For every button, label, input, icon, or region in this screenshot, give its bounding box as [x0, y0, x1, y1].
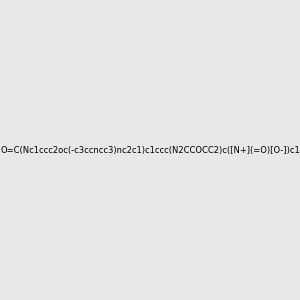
Text: O=C(Nc1ccc2oc(-c3ccncc3)nc2c1)c1ccc(N2CCOCC2)c([N+](=O)[O-])c1: O=C(Nc1ccc2oc(-c3ccncc3)nc2c1)c1ccc(N2CC… — [0, 146, 300, 154]
